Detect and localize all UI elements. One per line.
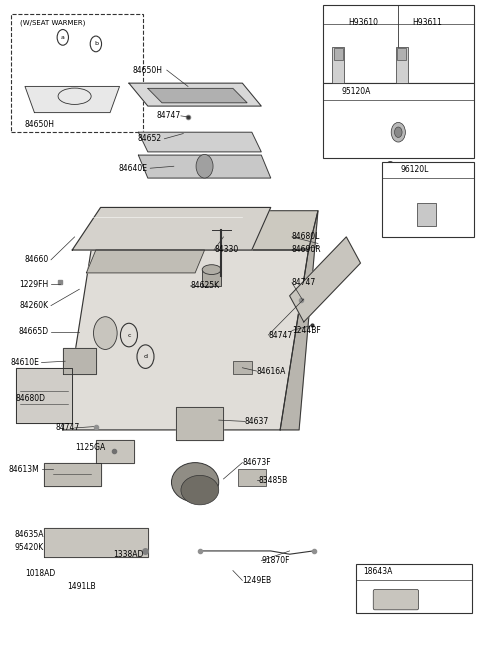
Text: H93610: H93610 [348,18,379,28]
Polygon shape [63,348,96,374]
Text: 1249EB: 1249EB [242,576,272,585]
FancyBboxPatch shape [323,83,474,158]
Circle shape [391,122,406,142]
Text: 1125GA: 1125GA [75,443,105,452]
Text: 84637: 84637 [245,417,269,426]
Bar [202,269,221,286]
Bar [238,469,266,486]
Bar [396,47,408,83]
Text: 95120A: 95120A [342,87,371,95]
Polygon shape [138,132,261,152]
Polygon shape [138,155,271,178]
Text: 84690R: 84690R [292,246,322,254]
Polygon shape [25,87,120,112]
Text: 84680L: 84680L [292,233,320,241]
Text: 84616A: 84616A [256,367,286,376]
Polygon shape [15,368,72,423]
Circle shape [94,317,117,350]
Circle shape [395,127,402,137]
Polygon shape [289,237,360,322]
Text: d: d [388,167,392,172]
FancyBboxPatch shape [373,589,419,610]
Polygon shape [96,440,133,463]
Text: a: a [61,35,65,40]
Text: 1491LB: 1491LB [67,582,96,591]
Polygon shape [148,89,247,102]
Text: 95420K: 95420K [15,543,44,552]
Ellipse shape [181,476,219,505]
Text: 83485B: 83485B [259,476,288,485]
FancyBboxPatch shape [11,14,143,132]
FancyBboxPatch shape [356,564,471,613]
Polygon shape [44,528,148,558]
Bar [417,203,436,226]
Text: 84747: 84747 [268,330,293,340]
Text: b: b [94,41,98,47]
Polygon shape [176,407,224,440]
Text: 1018AD: 1018AD [25,570,55,578]
Text: 84680D: 84680D [15,394,46,403]
Bar [397,49,406,60]
Text: d: d [144,354,147,359]
Polygon shape [280,211,318,430]
FancyBboxPatch shape [323,5,474,83]
Text: 84747: 84747 [55,424,79,432]
Text: (W/SEAT WARMER): (W/SEAT WARMER) [20,20,85,26]
FancyBboxPatch shape [382,162,474,237]
Text: 1338AD: 1338AD [113,550,143,558]
Text: b: b [402,22,406,27]
Circle shape [196,154,213,178]
Text: 1229FH: 1229FH [19,279,48,288]
Text: 1244BF: 1244BF [292,326,321,335]
Text: 84635A: 84635A [14,530,44,539]
Text: H93611: H93611 [412,18,443,28]
Text: 18643A: 18643A [363,568,392,576]
Text: 84640E: 84640E [119,164,148,173]
Text: 96120L: 96120L [401,165,429,174]
Text: 84665D: 84665D [19,327,48,336]
Text: 84650H: 84650H [25,120,55,129]
Bar [334,49,343,60]
Polygon shape [86,250,204,273]
Text: 84747: 84747 [292,278,316,287]
Polygon shape [63,250,309,430]
Text: 84650H: 84650H [132,66,162,75]
Text: 84747: 84747 [156,112,181,120]
Polygon shape [72,208,271,250]
Text: 91870F: 91870F [261,556,290,565]
Polygon shape [44,463,101,486]
Text: 84330: 84330 [214,246,238,254]
Polygon shape [129,83,261,106]
Polygon shape [91,211,318,250]
Text: c: c [329,89,333,93]
Text: 84652: 84652 [138,134,162,143]
Bar [332,47,344,83]
Text: 84260K: 84260K [20,301,48,310]
Text: 84610E: 84610E [10,358,39,367]
Text: 84625K: 84625K [191,281,219,290]
Ellipse shape [171,463,219,502]
Text: 84660: 84660 [24,256,48,264]
Text: 84673F: 84673F [242,458,271,467]
Ellipse shape [202,265,221,275]
Text: 84613M: 84613M [9,464,39,474]
Bar [233,361,252,374]
Text: c: c [127,332,131,338]
Text: a: a [338,22,342,27]
